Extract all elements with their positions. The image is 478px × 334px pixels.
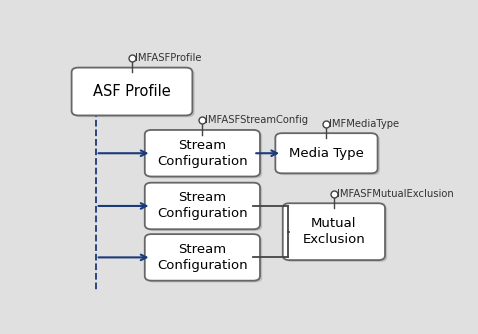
Text: IMFASFStreamConfig: IMFASFStreamConfig: [206, 116, 308, 126]
Text: IMFASFMutualExclusion: IMFASFMutualExclusion: [337, 189, 454, 199]
Text: IMFASFProfile: IMFASFProfile: [135, 53, 201, 63]
FancyBboxPatch shape: [145, 130, 260, 176]
Text: Stream
Configuration: Stream Configuration: [157, 139, 248, 168]
FancyBboxPatch shape: [147, 236, 262, 283]
Text: IMFMediaType: IMFMediaType: [329, 119, 400, 129]
FancyBboxPatch shape: [145, 183, 260, 229]
Text: Media Type: Media Type: [289, 147, 364, 160]
Text: ASF Profile: ASF Profile: [93, 84, 171, 99]
FancyBboxPatch shape: [285, 205, 387, 262]
FancyBboxPatch shape: [275, 133, 378, 173]
FancyBboxPatch shape: [74, 69, 195, 117]
FancyBboxPatch shape: [278, 135, 380, 175]
Text: Mutual
Exclusion: Mutual Exclusion: [303, 217, 365, 246]
Text: Stream
Configuration: Stream Configuration: [157, 191, 248, 220]
FancyBboxPatch shape: [283, 203, 385, 260]
Text: Stream
Configuration: Stream Configuration: [157, 243, 248, 272]
FancyBboxPatch shape: [145, 234, 260, 281]
FancyBboxPatch shape: [147, 184, 262, 231]
FancyBboxPatch shape: [72, 67, 192, 116]
FancyBboxPatch shape: [147, 132, 262, 178]
